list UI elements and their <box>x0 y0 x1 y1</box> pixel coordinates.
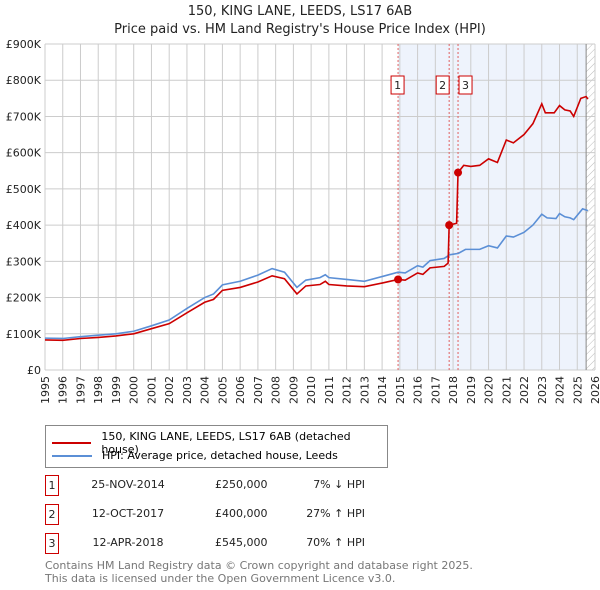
y-tick-label: £800K <box>6 74 42 87</box>
x-tick-label: 2011 <box>323 376 336 404</box>
plot-area: 1995 1996 1997 1998 1999 2000 2001 2002 2003 2004… <box>6 38 600 404</box>
legend-item-hpi: HPI: Average price, detached house, Leed… <box>52 449 338 462</box>
x-tick-label: 2016 <box>412 376 425 404</box>
sale-date: 12-APR-2018 <box>92 536 164 549</box>
price-paid-line <box>44 95 589 342</box>
sale-row: 3 12-APR-2018 £545,000 70% ↑ HPI <box>45 533 445 554</box>
x-tick-label: 2021 <box>500 376 513 404</box>
sale-date: 12-OCT-2017 <box>91 507 165 520</box>
x-tick-label: 2020 <box>483 376 496 404</box>
sale-point <box>454 168 463 177</box>
x-tick-label: 2026 <box>589 376 600 404</box>
y-tick-label: £600K <box>6 147 42 160</box>
y-tick-label: £0 <box>27 364 41 377</box>
x-tick-label: 2004 <box>199 376 212 404</box>
x-tick-label: 2010 <box>305 376 318 404</box>
sale-hpi-diff: 70% ↑ HPI <box>306 536 365 549</box>
sale-price: £250,000 <box>215 478 268 491</box>
x-tick-label: 2015 <box>394 376 407 404</box>
legend-swatch-blue <box>52 454 92 457</box>
legend: 150, KING LANE, LEEDS, LS17 6AB (detache… <box>45 425 388 468</box>
legend-item-property: 150, KING LANE, LEEDS, LS17 6AB (detache… <box>52 430 387 456</box>
x-tick-label: 2003 <box>181 376 194 404</box>
x-tick-label: 2024 <box>554 376 567 404</box>
x-tick-label: 2005 <box>216 376 229 404</box>
legend-label: 150, KING LANE, LEEDS, LS17 6AB (detache… <box>101 430 351 456</box>
x-tick-label: 2013 <box>358 376 371 404</box>
x-tick-label: 2022 <box>518 376 531 404</box>
sale-row: 1 25-NOV-2014 £250,000 7% ↓ HPI <box>45 475 445 496</box>
x-tick-label: 2023 <box>536 376 549 404</box>
footer-line-2: This data is licensed under the Open Gov… <box>45 572 396 585</box>
x-tick-label: 2001 <box>145 376 158 404</box>
y-tick-label: £500K <box>6 183 42 196</box>
y-tick-label: £300K <box>6 255 42 268</box>
x-tick-label: 2019 <box>465 376 478 404</box>
x-tick-label: 1998 <box>92 376 105 404</box>
x-tick-label: 1997 <box>74 376 87 404</box>
sale-label-box <box>390 75 405 95</box>
x-tick-label: 2012 <box>341 376 354 404</box>
shaded-region <box>398 44 587 370</box>
x-tick-label: 2014 <box>376 376 389 404</box>
x-tick-label: 2017 <box>429 376 442 404</box>
sale-hpi-diff: 27% ↑ HPI <box>306 507 365 520</box>
x-tick-label: 2008 <box>270 376 283 404</box>
sale-price: £545,000 <box>215 536 268 549</box>
sale-label-box <box>435 75 450 95</box>
x-tick-label: 2002 <box>163 376 176 404</box>
sale-date: 25-NOV-2014 <box>91 478 165 491</box>
hpi-line <box>44 207 589 340</box>
x-tick-label: 2009 <box>287 376 300 404</box>
y-tick-label: £900K <box>6 38 42 51</box>
future-hatch-region <box>586 44 595 370</box>
x-tick-label: 1995 <box>39 376 52 404</box>
sale-number-badge: 1 <box>45 475 59 496</box>
x-tick-label: 1999 <box>110 376 123 404</box>
sale-point <box>445 221 454 230</box>
sale-price: £400,000 <box>215 507 268 520</box>
x-tick-label: 2007 <box>252 376 265 404</box>
footer-line-1: Contains HM Land Registry data © Crown c… <box>45 559 473 572</box>
sale-label: 3 <box>462 79 469 92</box>
x-tick-label: 2006 <box>234 376 247 404</box>
x-tick-label: 2000 <box>128 376 141 404</box>
sale-number-badge: 2 <box>45 504 59 525</box>
y-tick-label: £400K <box>6 219 42 232</box>
chart-title: 150, KING LANE, LEEDS, LS17 6AB <box>187 4 413 19</box>
sale-hpi-diff: 7% ↓ HPI <box>313 478 365 491</box>
sale-label: 2 <box>439 79 446 92</box>
x-tick-label: 2025 <box>571 376 584 404</box>
y-tick-label: £100K <box>6 328 42 341</box>
legend-swatch-red <box>52 442 92 444</box>
x-tick-label: 1996 <box>57 376 70 404</box>
y-tick-label: £200K <box>6 292 42 305</box>
x-tick-label: 2018 <box>447 376 460 404</box>
sale-number-badge: 3 <box>45 533 59 554</box>
chart-subtitle: Price paid vs. HM Land Registry's House … <box>114 22 486 37</box>
sale-row: 2 12-OCT-2017 £400,000 27% ↑ HPI <box>45 504 445 525</box>
sale-label: 1 <box>394 79 401 92</box>
y-tick-label: £700K <box>6 110 42 123</box>
sale-label-box <box>458 75 473 95</box>
legend-label: HPI: Average price, detached house, Leed… <box>102 449 338 462</box>
sale-point <box>394 275 403 284</box>
